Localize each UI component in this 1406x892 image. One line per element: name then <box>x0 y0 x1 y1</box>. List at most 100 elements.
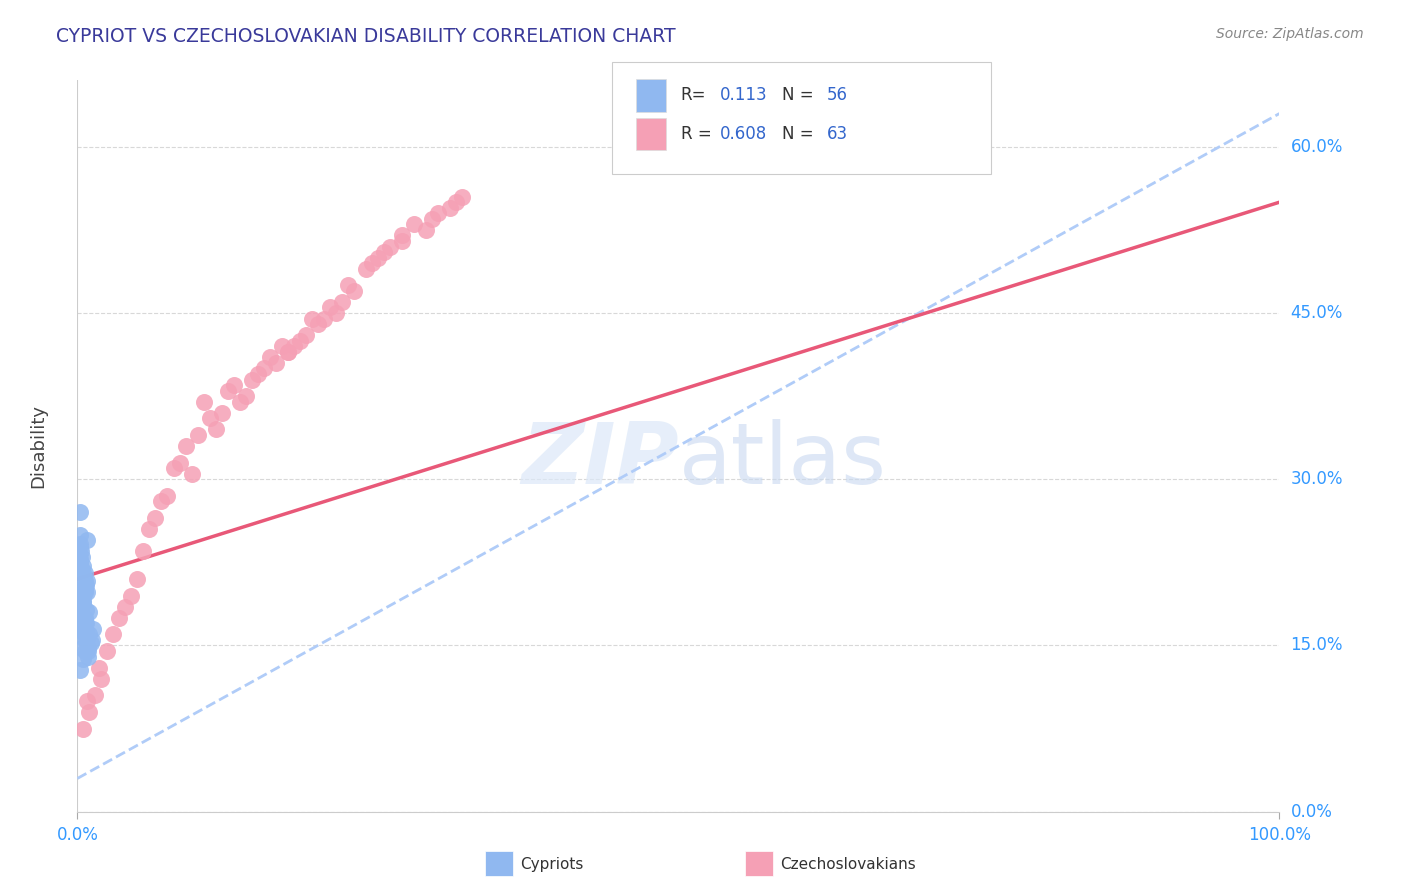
Point <box>75 616 97 631</box>
Point <box>72 594 94 608</box>
Point <box>69 506 91 520</box>
Point <box>330 294 353 309</box>
Point <box>180 467 202 481</box>
Text: ZIP: ZIP <box>520 419 679 502</box>
Point <box>73 611 96 625</box>
Point <box>77 640 100 655</box>
Point <box>72 652 94 666</box>
Point <box>87 660 110 674</box>
Point <box>84 689 107 703</box>
Point <box>325 306 347 320</box>
Point <box>145 511 167 525</box>
Point <box>72 558 94 573</box>
Point <box>288 334 311 348</box>
Point <box>127 572 149 586</box>
Point <box>72 566 94 581</box>
Point <box>76 585 98 599</box>
Point <box>259 351 281 365</box>
Point <box>354 261 377 276</box>
Point <box>70 618 93 632</box>
Point <box>77 644 100 658</box>
Point <box>73 574 96 589</box>
Point <box>70 591 93 606</box>
Point <box>72 625 94 640</box>
Text: 0.0%: 0.0% <box>1291 803 1333 821</box>
Point <box>73 583 96 598</box>
Point <box>70 630 93 644</box>
Point <box>240 372 263 386</box>
Point <box>73 566 96 581</box>
Point <box>270 339 292 353</box>
Point <box>80 632 103 647</box>
Point <box>198 411 221 425</box>
Point <box>132 544 155 558</box>
Point <box>307 317 329 331</box>
Y-axis label: Disability: Disability <box>30 404 48 488</box>
Text: 30.0%: 30.0% <box>1291 470 1343 488</box>
Point <box>283 339 305 353</box>
Point <box>72 589 94 603</box>
Point <box>73 644 96 658</box>
Point <box>367 251 389 265</box>
Text: CYPRIOT VS CZECHOSLOVAKIAN DISABILITY CORRELATION CHART: CYPRIOT VS CZECHOSLOVAKIAN DISABILITY CO… <box>56 27 676 45</box>
Point <box>277 344 299 359</box>
Point <box>70 549 93 564</box>
Point <box>70 563 93 577</box>
Point <box>76 694 98 708</box>
Point <box>67 563 90 577</box>
Point <box>69 599 91 614</box>
Point <box>156 489 179 503</box>
Point <box>138 522 160 536</box>
Point <box>70 596 93 610</box>
Point <box>277 344 299 359</box>
Point <box>77 649 100 664</box>
Point <box>70 614 93 628</box>
Point <box>79 605 101 619</box>
Point <box>79 705 101 719</box>
Point <box>162 461 184 475</box>
Text: 56: 56 <box>827 87 848 104</box>
Point <box>76 574 98 589</box>
Point <box>264 356 287 370</box>
Point <box>72 722 94 736</box>
Point <box>186 428 209 442</box>
Point <box>204 422 226 436</box>
Point <box>391 234 413 248</box>
Point <box>415 223 437 237</box>
Point <box>108 611 131 625</box>
Point <box>114 599 136 614</box>
Point <box>70 577 93 591</box>
Text: R =: R = <box>681 125 711 143</box>
Point <box>373 245 395 260</box>
Point <box>439 201 461 215</box>
Point <box>90 672 112 686</box>
Point <box>343 284 366 298</box>
Text: N =: N = <box>782 87 813 104</box>
Point <box>420 211 443 226</box>
Point <box>70 544 93 558</box>
Point <box>319 301 342 315</box>
Text: 63: 63 <box>827 125 848 143</box>
Point <box>75 625 97 640</box>
Text: 0.113: 0.113 <box>720 87 768 104</box>
Text: Source: ZipAtlas.com: Source: ZipAtlas.com <box>1216 27 1364 41</box>
Point <box>73 614 96 628</box>
Point <box>451 189 474 203</box>
Point <box>69 541 91 555</box>
Text: N =: N = <box>782 125 813 143</box>
Point <box>336 278 359 293</box>
Text: Czechoslovakians: Czechoslovakians <box>780 857 917 871</box>
Point <box>70 622 93 636</box>
Text: 45.0%: 45.0% <box>1291 304 1343 322</box>
Point <box>294 328 316 343</box>
Point <box>312 311 335 326</box>
Point <box>222 378 245 392</box>
Point <box>70 603 93 617</box>
Point <box>211 406 233 420</box>
Text: 60.0%: 60.0% <box>1291 137 1343 156</box>
Point <box>75 603 97 617</box>
Point <box>69 611 91 625</box>
Point <box>378 239 401 253</box>
Point <box>235 389 257 403</box>
Point <box>73 585 96 599</box>
